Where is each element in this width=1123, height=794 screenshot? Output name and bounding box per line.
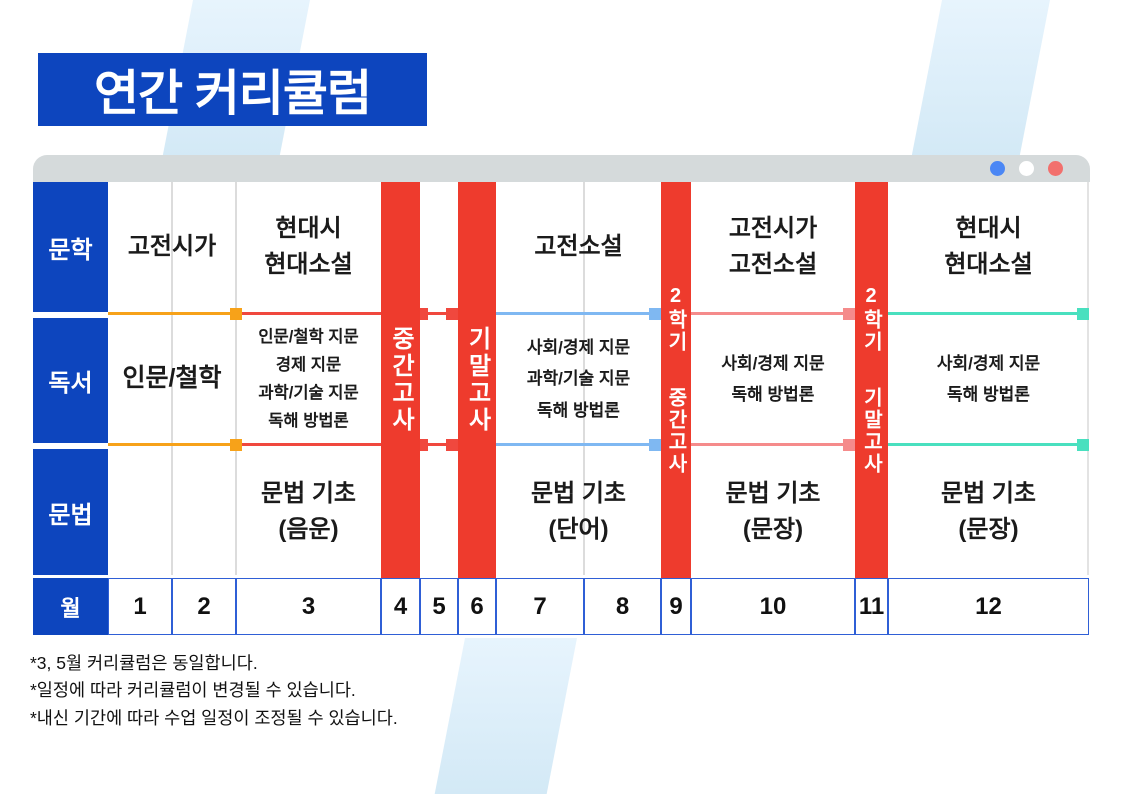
timeline-teal — [888, 443, 1089, 446]
cell-literature-m3: 현대시 현대소설 — [264, 215, 353, 278]
exam-bar-midterm2: 2학기 중간고사 — [661, 182, 691, 578]
timeline-orange — [108, 312, 236, 315]
cell-literature-m7-8: 고전소설 — [534, 233, 623, 260]
background-stripe — [911, 0, 1050, 156]
exam-label: 기말고사 — [463, 326, 491, 434]
row-header-month: 월 — [33, 578, 108, 635]
cell-grammar-m7-8: 문법 기초 (단어) — [531, 480, 626, 543]
timeline-marker-orange — [230, 439, 242, 451]
curriculum-table: 문학 독서 문법 월 고전시가 현대시 현대소설 고전소설 고전시가 고전소설 … — [33, 182, 1090, 638]
timeline-marker-teal — [1077, 439, 1089, 451]
cell-reading-m1-2: 인문/철학 — [122, 364, 222, 393]
month-cell-11: 11 — [855, 578, 888, 635]
footnote-line: *3, 5월 커리큘럼은 동일합니다. — [30, 653, 258, 673]
timeline-pink — [691, 443, 855, 446]
cell-literature-m10: 고전시가 고전소설 — [728, 215, 818, 278]
timeline-red — [236, 443, 381, 446]
cell-reading-m3: 인문/철학 지문 경제 지문 과학/기술 지문 독해 방법론 — [258, 327, 359, 431]
timeline-marker-blue — [649, 308, 661, 320]
page-title: 연간 커리큘럼 — [93, 67, 372, 121]
cell-grammar-m12: 문법 기초 (문장) — [941, 480, 1036, 543]
timeline-marker-teal — [1077, 308, 1089, 320]
month-cell-2: 2 — [172, 578, 236, 635]
exam-bar-final1: 기말고사 — [458, 182, 496, 578]
timeline-marker-pink — [843, 308, 855, 320]
footnote-line: *내신 기간에 따라 수업 일정이 조정될 수 있습니다. — [30, 707, 398, 728]
exam-label: 2학기 — [860, 285, 882, 353]
window-dot-white-icon — [1019, 161, 1034, 176]
cell-reading-m12: 사회/경제 지문 독해 방법론 — [936, 353, 1041, 404]
timeline-red — [420, 312, 458, 315]
footnote-line: *일정에 따라 커리큘럼이 변경될 수 있습니다. — [30, 680, 356, 701]
timeline-marker-orange — [230, 308, 242, 320]
timeline-marker-pink — [843, 439, 855, 451]
page-title-banner: 연간 커리큘럼 — [38, 53, 427, 126]
gridline — [583, 182, 585, 575]
exam-label: 중간고사 — [664, 387, 687, 475]
cell-reading-m7-8: 사회/경제 지문 과학/기술 지문 독해 방법론 — [526, 337, 631, 420]
row-header-literature: 문학 — [33, 182, 108, 312]
month-cell-3: 3 — [236, 578, 381, 635]
gridline — [1087, 182, 1089, 575]
cell-literature-m1-2: 고전시가 — [127, 233, 217, 260]
footnotes: *3, 5월 커리큘럼은 동일합니다. *일정에 따라 커리큘럼이 변경될 수 … — [30, 651, 398, 733]
timeline-marker-red — [446, 439, 458, 451]
exam-label: 기말고사 — [860, 387, 882, 475]
timeline-teal — [888, 312, 1089, 315]
month-cell-1: 1 — [108, 578, 172, 635]
timeline-blue — [496, 443, 661, 446]
timeline-marker-red — [446, 308, 458, 320]
cell-grammar-m10: 문법 기초 (문장) — [725, 480, 821, 543]
timeline-blue — [496, 312, 661, 315]
timeline-marker-blue — [649, 439, 661, 451]
timeline-orange — [108, 443, 236, 446]
row-header-reading: 독서 — [33, 318, 108, 443]
exam-label: 중간고사 — [387, 326, 414, 434]
gridline — [235, 182, 237, 575]
cell-reading-m10: 사회/경제 지문 독해 방법론 — [721, 353, 825, 404]
exam-label: 2학기 — [664, 285, 687, 353]
cell-literature-m12: 현대시 현대소설 — [944, 215, 1033, 278]
window-dot-red-icon — [1048, 161, 1063, 176]
background-stripe — [434, 638, 577, 794]
month-cell-9: 9 — [661, 578, 691, 635]
month-cell-12: 12 — [888, 578, 1089, 635]
window-dot-blue-icon — [990, 161, 1005, 176]
timeline-red — [236, 312, 381, 315]
cell-grammar-m3: 문법 기초 (음운) — [261, 480, 356, 543]
window-titlebar — [33, 155, 1090, 182]
month-cell-5: 5 — [420, 578, 458, 635]
gridline — [171, 182, 173, 575]
row-header-grammar: 문법 — [33, 449, 108, 575]
timeline-pink — [691, 312, 855, 315]
exam-bar-final2: 2학기 기말고사 — [855, 182, 888, 578]
month-cell-7: 7 — [496, 578, 584, 635]
timeline-red — [420, 443, 458, 446]
exam-bar-midterm1: 중간고사 — [381, 182, 420, 578]
month-cell-8: 8 — [584, 578, 661, 635]
month-cell-4: 4 — [381, 578, 420, 635]
month-cell-10: 10 — [691, 578, 855, 635]
month-cell-6: 6 — [458, 578, 496, 635]
